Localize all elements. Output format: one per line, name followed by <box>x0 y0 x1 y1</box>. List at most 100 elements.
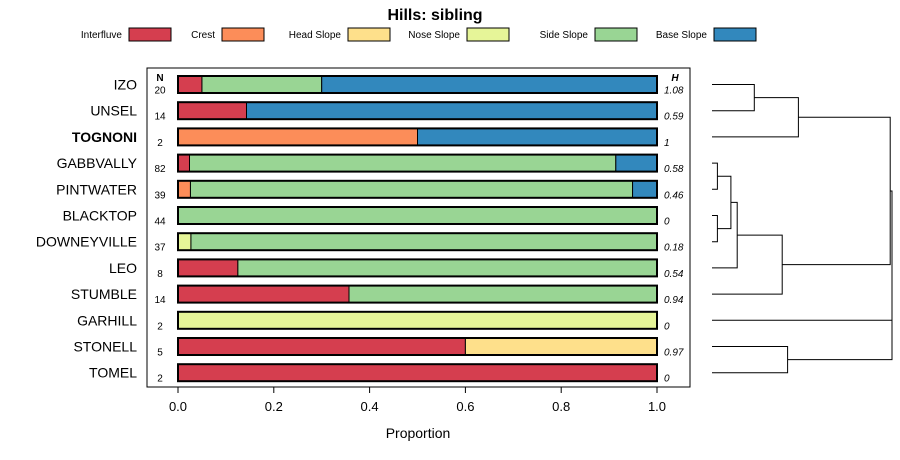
bar-segment-side-slope <box>189 180 634 199</box>
bar-segment-interfluve <box>177 363 658 382</box>
bar-segment-side-slope <box>188 154 617 173</box>
dendrogram-link <box>717 175 732 230</box>
bar-segment-base-slope <box>615 154 658 173</box>
category-label: BLACKTOP <box>63 208 137 224</box>
dendrogram-link <box>890 190 893 340</box>
bar-segment-head-slope <box>464 337 658 356</box>
bar-segment-base-slope <box>245 101 658 120</box>
bar-segment-interfluve <box>177 154 190 173</box>
n-value: 82 <box>154 164 166 175</box>
x-tick-label: 0.2 <box>265 399 283 414</box>
chart-title: Hills: sibling <box>387 7 482 24</box>
dendrogram <box>712 84 893 374</box>
n-value: 14 <box>154 295 166 306</box>
bar-segment-base-slope <box>321 75 658 94</box>
bar-outline <box>177 363 658 383</box>
bar-row-tognoni: TOGNONI 2 1 <box>72 127 670 149</box>
dendrogram-link <box>712 234 783 295</box>
bar-row-gabbvally: GABBVALLY 82 0.58 <box>57 153 684 175</box>
bar-row-unsel: UNSEL 14 0.59 <box>90 101 684 123</box>
h-value: 0.59 <box>664 112 684 123</box>
h-value: 0 <box>664 374 670 385</box>
bar-row-leo: LEO 8 0.54 <box>109 258 684 280</box>
bar-segment-interfluve <box>177 258 239 277</box>
bar-outline <box>177 179 658 199</box>
dendrogram-link <box>712 319 893 361</box>
bar-outline <box>177 232 658 252</box>
n-value: 14 <box>154 112 166 123</box>
legend-swatch-crest <box>221 27 265 42</box>
plot-frame <box>146 67 691 388</box>
dendrogram-link <box>712 201 738 269</box>
n-value: 2 <box>157 138 163 149</box>
n-value: 20 <box>154 86 166 97</box>
category-label: LEO <box>109 260 137 276</box>
legend-swatch-base-slope <box>713 27 757 42</box>
category-label: GABBVALLY <box>57 155 138 171</box>
bar-outline <box>177 206 658 225</box>
h-value: 0 <box>664 321 670 332</box>
bar-outline <box>177 127 658 147</box>
n-value: 39 <box>154 190 166 201</box>
dendrogram-link <box>782 116 891 266</box>
legend-label-crest: Crest <box>191 30 215 41</box>
legend: Interfluve Crest Head Slope Nose Slope Side … <box>81 27 757 42</box>
bar-row-izo: IZO 20 1.08 <box>114 75 684 97</box>
legend-label-nose-slope: Nose Slope <box>408 30 460 41</box>
dendrogram-link <box>712 84 755 112</box>
bar-segment-side-slope <box>201 75 323 94</box>
x-tick-label: 0.0 <box>169 399 187 414</box>
n-value: 37 <box>154 243 166 254</box>
bar-row-downeyville: DOWNEYVILLE 37 0.18 <box>36 232 684 254</box>
x-tick-label: 0.8 <box>552 399 570 414</box>
category-label: IZO <box>114 77 137 93</box>
h-value: 0.54 <box>664 269 684 280</box>
bar-outline <box>177 153 658 173</box>
h-value: 0 <box>664 217 670 228</box>
bar-row-blacktop: BLACKTOP 44 0 <box>63 206 670 228</box>
category-label: DOWNEYVILLE <box>36 234 137 250</box>
category-label: TOGNONI <box>72 129 137 145</box>
n-value: 2 <box>157 374 163 385</box>
dendrogram-link <box>712 215 718 243</box>
category-label: UNSEL <box>90 103 137 119</box>
bar-segment-interfluve <box>177 337 466 356</box>
bar-segment-side-slope <box>190 232 658 251</box>
h-value: 0.46 <box>664 190 684 201</box>
h-value: 1.08 <box>664 86 684 97</box>
bar-row-garhill: GARHILL 2 0 <box>77 310 670 332</box>
bar-segment-interfluve <box>177 101 247 120</box>
bar-row-tomel: TOMEL 2 0 <box>89 363 670 385</box>
bar-row-pintwater: PINTWATER 39 0.46 <box>56 179 684 201</box>
n-column-header: N <box>156 73 163 84</box>
bar-segment-base-slope <box>632 180 658 199</box>
bar-outline <box>177 310 658 330</box>
x-tick-label: 1.0 <box>648 399 666 414</box>
n-value: 5 <box>157 348 163 359</box>
h-value: 0.58 <box>664 164 684 175</box>
x-axis: 0.0 0.2 0.4 0.6 0.8 1.0 <box>169 387 666 414</box>
legend-swatch-head-slope <box>347 27 391 42</box>
x-tick-label: 0.4 <box>361 399 379 414</box>
bar-segment-nose-slope <box>177 311 658 330</box>
legend-swatch-interfluve <box>128 27 172 42</box>
h-value: 0.18 <box>664 243 684 254</box>
bar-outline <box>177 258 658 278</box>
bar-segment-nose-slope <box>177 232 192 251</box>
bar-segment-interfluve <box>177 75 203 94</box>
bar-segment-crest <box>177 180 191 199</box>
n-value: 44 <box>154 217 166 228</box>
legend-label-head-slope: Head Slope <box>289 30 342 41</box>
category-label: STONELL <box>73 339 137 355</box>
bar-row-stumble: STUMBLE 14 0.94 <box>71 284 684 306</box>
bar-segment-side-slope <box>177 206 658 225</box>
legend-label-side-slope: Side Slope <box>540 30 589 41</box>
bar-segment-side-slope <box>348 285 658 304</box>
legend-label-base-slope: Base Slope <box>656 30 708 41</box>
category-label: PINTWATER <box>56 181 137 197</box>
h-value: 0.94 <box>664 295 684 306</box>
category-label: GARHILL <box>77 312 137 328</box>
x-tick-label: 0.6 <box>456 399 474 414</box>
